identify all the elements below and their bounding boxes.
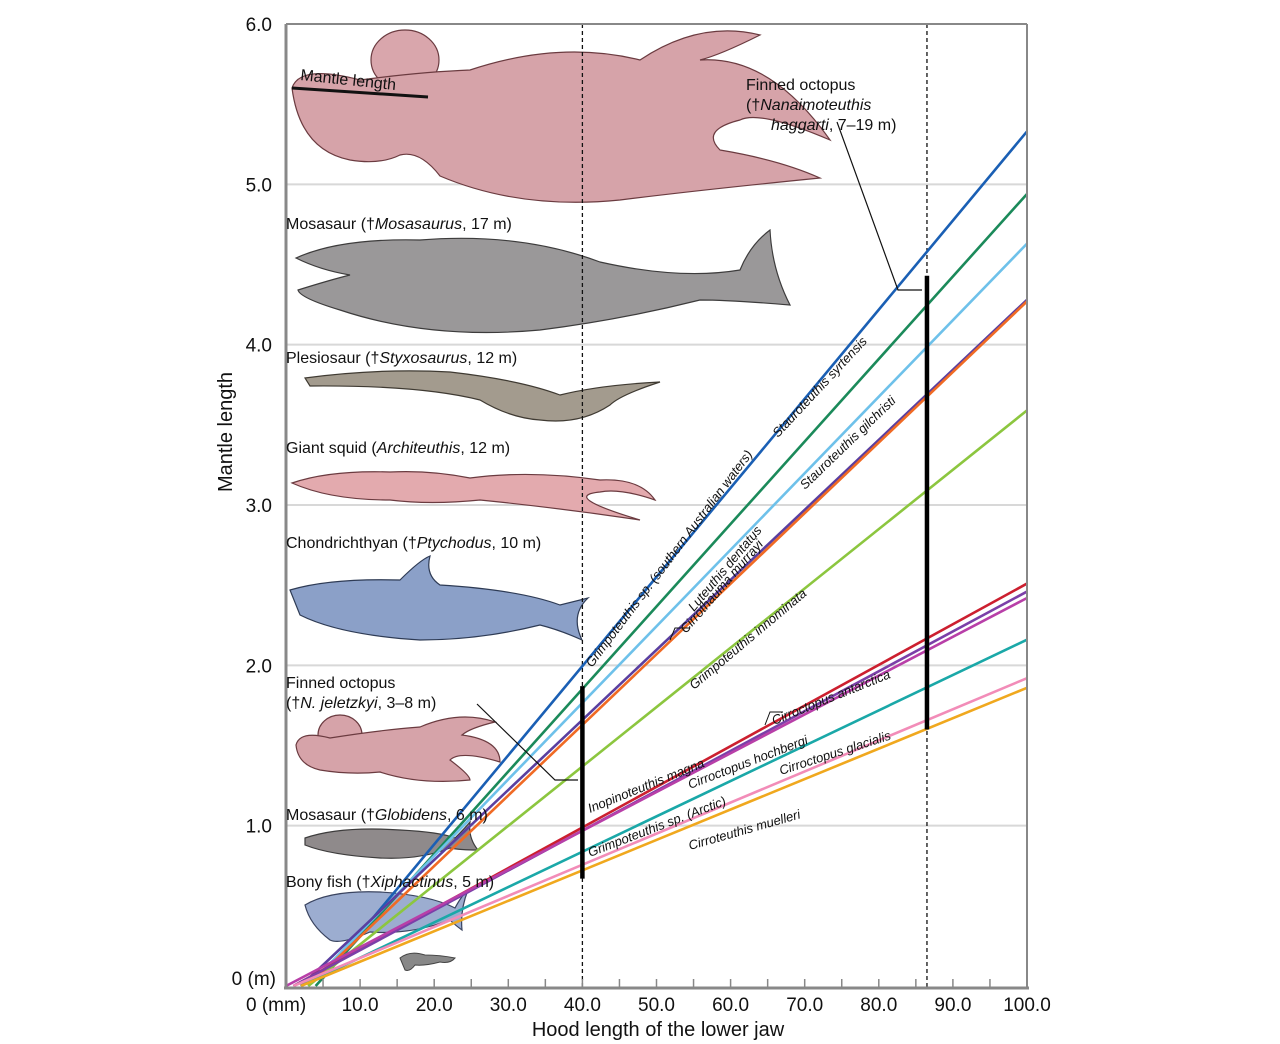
nanaimoteuthis-haggarti-label-line1: Finned octopus — [746, 77, 855, 94]
x-tick-label: 50.0 — [638, 995, 675, 1016]
nanaimoteuthis-haggarti-label-line3: haggarti, 7–19 m) — [771, 117, 896, 134]
x-axis-title: Hood length of the lower jaw — [532, 1019, 785, 1041]
series-label: Cirrothauma murrayi — [677, 536, 767, 636]
x-tick-label: 80.0 — [860, 995, 897, 1016]
mosasaurus-illustration — [294, 228, 792, 334]
y-axis-title: Mantle length — [215, 372, 237, 492]
x-tick-labels: 10.0 20.0 30.0 40.0 50.0 60.0 70.0 80.0 90.0 100.… — [342, 995, 1051, 1016]
x-tick-label: 40.0 — [564, 995, 601, 1016]
animal-illustrations: Mantle length — [289, 29, 832, 971]
x-tick-label: 100.0 — [1003, 995, 1051, 1016]
y-tick-label: 1.0 — [246, 817, 272, 838]
y-tick-label: 3.0 — [246, 496, 272, 517]
series-label: Luteuthis dentatus — [685, 523, 765, 614]
series-line — [307, 300, 1028, 987]
animal-labels: Mosasaur (†Mosasaurus, 17 m) Plesiosaur (… — [286, 77, 896, 891]
y-tick-labels: 1.0 2.0 3.0 4.0 5.0 6.0 — [246, 15, 272, 838]
y-origin-label: 0 (m) — [232, 969, 276, 990]
xiphactinus-label: Bony fish (†Xiphactinus, 5 m) — [286, 874, 494, 891]
architeuthis-label: Giant squid (Architeuthis, 12 m) — [286, 440, 510, 457]
x-origin-label: 0 (mm) — [246, 995, 306, 1016]
series-label: Cirroctopus antarctica — [770, 667, 893, 728]
ptychodus-label: Chondrichthyan (†Ptychodus, 10 m) — [286, 535, 541, 552]
mosasaurus-label: Mosasaur (†Mosasaurus, 17 m) — [286, 216, 512, 233]
y-tick-label: 5.0 — [246, 175, 272, 196]
series-line — [285, 596, 1028, 988]
series-label: Stauroteuthis gilchristi — [797, 392, 900, 492]
series-line — [292, 676, 1028, 988]
series-line — [300, 638, 1028, 988]
x-tick-label: 20.0 — [416, 995, 453, 1016]
annotation-leaders — [476, 121, 922, 781]
styxosaurus-label: Plesiosaur (†Styxosaurus, 12 m) — [286, 350, 517, 367]
nanaimoteuthis-jeletzkyi-label-line2: (†N. jeletzkyi, 3–8 m) — [286, 695, 436, 712]
series-line — [307, 242, 1028, 987]
x-tick-label: 90.0 — [934, 995, 971, 1016]
diver-illustration — [399, 952, 456, 971]
nanaimoteuthis-jeletzkyi-label-line1: Finned octopus — [286, 675, 395, 692]
series-line — [322, 130, 1028, 979]
x-ticks — [322, 979, 1028, 988]
y-tick-label: 4.0 — [246, 336, 272, 357]
y-tick-label: 2.0 — [246, 656, 272, 677]
xiphactinus-illustration — [304, 889, 469, 942]
series-line — [299, 298, 1028, 987]
range-bars — [580, 275, 930, 879]
x-tick-label: 70.0 — [786, 995, 823, 1016]
finned-octopus-small-illustration — [295, 714, 501, 782]
architeuthis-illustration — [290, 471, 657, 521]
x-tick-label: 30.0 — [490, 995, 527, 1016]
series-line — [314, 193, 1028, 987]
y-tick-label: 6.0 — [246, 15, 272, 36]
series-lines — [285, 130, 1028, 988]
globidens-label: Mosasaur (†Globidens, 6 m) — [286, 807, 488, 824]
x-tick-label: 10.0 — [342, 995, 379, 1016]
ptychodus-illustration — [289, 554, 591, 642]
nanaimoteuthis-haggarti-label-line2: (†Nanaimoteuthis — [746, 97, 871, 114]
globidens-illustration — [304, 820, 480, 859]
x-tick-label: 60.0 — [712, 995, 749, 1016]
finned-octopus-large-illustration — [291, 29, 832, 203]
series-line — [307, 409, 1028, 988]
series-line — [300, 686, 1028, 988]
styxosaurus-illustration — [303, 370, 661, 422]
